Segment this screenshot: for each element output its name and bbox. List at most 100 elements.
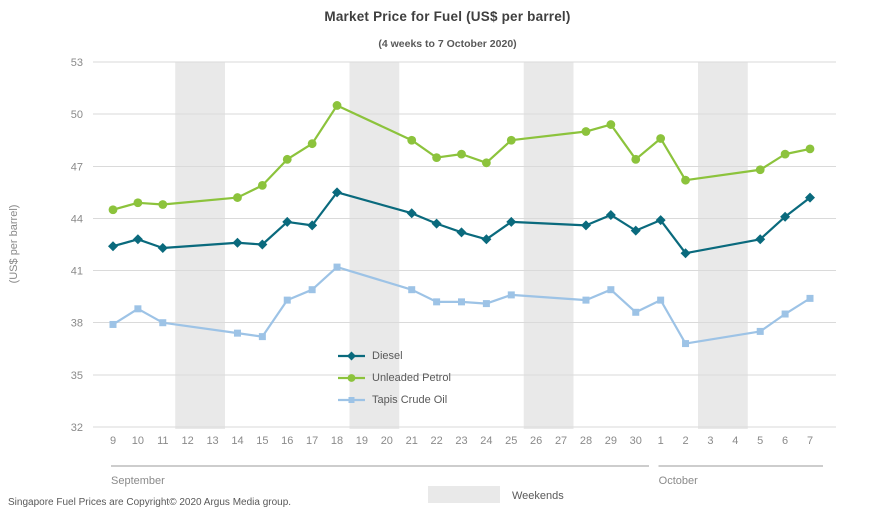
x-tick-label: 3 <box>707 435 713 447</box>
legend-item-diesel: Diesel <box>338 345 451 367</box>
tapis-crude-oil-marker <box>109 320 117 328</box>
unleaded-petrol-marker <box>158 200 168 209</box>
month-label: September <box>111 475 165 487</box>
unleaded-petrol-marker <box>780 149 790 159</box>
unleaded-petrol-marker <box>481 158 491 168</box>
x-tick-label: 13 <box>206 435 218 447</box>
x-tick-label: 7 <box>807 435 813 447</box>
diesel-marker <box>406 208 417 219</box>
diesel-marker <box>332 187 343 198</box>
unleaded-petrol-marker <box>506 135 516 145</box>
y-tick-label: 41 <box>71 266 83 278</box>
x-tick-label: 30 <box>630 435 642 447</box>
x-tick-label: 27 <box>555 435 567 447</box>
tapis-crude-oil-marker <box>507 291 515 299</box>
unleaded-petrol-line-swatch <box>338 374 365 382</box>
tapis-crude-oil-marker <box>433 298 441 306</box>
x-tick-label: 5 <box>757 435 763 447</box>
tapis-crude-oil-marker <box>756 327 764 335</box>
unleaded-petrol-legend-marker <box>347 374 356 382</box>
unleaded-petrol-marker <box>257 181 267 190</box>
diesel-legend-marker <box>347 351 356 361</box>
legend-item-unleaded-petrol: Unleaded Petrol <box>338 367 451 389</box>
chart-legend: Diesel Unleaded Petrol Tapis Crude Oil <box>338 345 451 411</box>
tapis-crude-oil-marker <box>408 286 416 294</box>
diesel-marker <box>780 211 791 222</box>
weekend-key-swatch <box>428 486 500 503</box>
y-tick-label: 47 <box>71 161 83 173</box>
diesel-marker <box>805 192 816 203</box>
tapis-crude-oil-marker <box>233 329 241 337</box>
weekend-key-label: Weekends <box>512 490 564 502</box>
unleaded-petrol-marker <box>606 120 616 129</box>
diesel-marker <box>755 234 766 245</box>
x-tick-label: 25 <box>505 435 517 447</box>
legend-item-tapis-crude-oil: Tapis Crude Oil <box>338 389 451 411</box>
x-tick-label: 17 <box>306 435 318 447</box>
x-tick-label: 19 <box>356 435 368 447</box>
y-tick-label: 35 <box>71 370 83 382</box>
tapis-crude-oil-marker <box>632 308 640 316</box>
x-tick-label: 14 <box>231 435 243 447</box>
tapis-crude-oil-marker <box>159 319 167 327</box>
diesel-marker <box>456 227 467 238</box>
month-label: October <box>659 475 698 487</box>
x-tick-label: 2 <box>682 435 688 447</box>
unleaded-petrol-marker <box>407 135 417 145</box>
copyright-note: Singapore Fuel Prices are Copyright© 202… <box>8 497 292 508</box>
unleaded-petrol-marker <box>108 205 118 215</box>
unleaded-petrol-marker <box>681 175 690 185</box>
diesel-marker <box>431 218 442 229</box>
unleaded-petrol-marker <box>656 134 666 143</box>
tapis-crude-oil-marker <box>657 296 665 304</box>
tapis-crude-oil-marker <box>458 298 466 306</box>
chart-title: Market Price for Fuel (US$ per barrel) <box>324 9 571 24</box>
legend-label-unleaded-petrol: Unleaded Petrol <box>372 372 451 384</box>
tapis-crude-oil-marker <box>134 305 142 313</box>
diesel-marker <box>307 220 318 231</box>
x-tick-label: 16 <box>281 435 293 447</box>
x-tick-label: 22 <box>430 435 442 447</box>
x-tick-label: 26 <box>530 435 542 447</box>
unleaded-petrol-marker <box>233 193 242 202</box>
diesel-marker <box>108 241 118 252</box>
diesel-marker <box>232 237 243 248</box>
x-tick-label: 10 <box>132 435 144 447</box>
x-tick-label: 1 <box>658 435 664 447</box>
unleaded-petrol-marker <box>307 139 317 149</box>
diesel-marker <box>680 248 691 259</box>
tapis-crude-oil-line-swatch <box>338 397 365 403</box>
diesel-marker <box>157 242 168 253</box>
legend-label-tapis-crude-oil: Tapis Crude Oil <box>372 394 448 406</box>
x-tick-label: 4 <box>732 435 738 447</box>
unleaded-petrol-marker <box>332 101 342 110</box>
tapis-crude-oil-marker <box>333 263 341 271</box>
chart-subtitle: (4 weeks to 7 October 2020) <box>378 38 517 50</box>
weekend-band <box>523 62 574 429</box>
tapis-crude-oil-marker <box>682 340 690 348</box>
y-tick-label: 44 <box>71 213 83 225</box>
diesel-marker <box>605 209 616 220</box>
diesel-marker <box>282 216 293 227</box>
x-tick-label: 23 <box>455 435 467 447</box>
x-tick-label: 24 <box>480 435 492 447</box>
diesel-marker <box>132 234 143 245</box>
x-tick-label: 9 <box>110 435 116 447</box>
x-tick-label: 15 <box>256 435 268 447</box>
diesel-line-swatch <box>338 351 365 361</box>
x-tick-label: 12 <box>182 435 194 447</box>
diesel-marker <box>655 215 666 226</box>
diesel-marker <box>257 239 268 250</box>
y-tick-label: 38 <box>71 318 83 330</box>
tapis-crude-oil-marker <box>258 333 266 341</box>
unleaded-petrol-marker <box>133 198 143 208</box>
diesel-marker <box>481 234 492 245</box>
x-tick-label: 20 <box>381 435 393 447</box>
unleaded-petrol-marker <box>631 154 641 164</box>
unleaded-petrol-marker <box>805 144 815 154</box>
unleaded-petrol-marker <box>432 153 442 162</box>
x-tick-label: 11 <box>157 435 168 447</box>
unleaded-petrol-marker <box>282 154 292 164</box>
